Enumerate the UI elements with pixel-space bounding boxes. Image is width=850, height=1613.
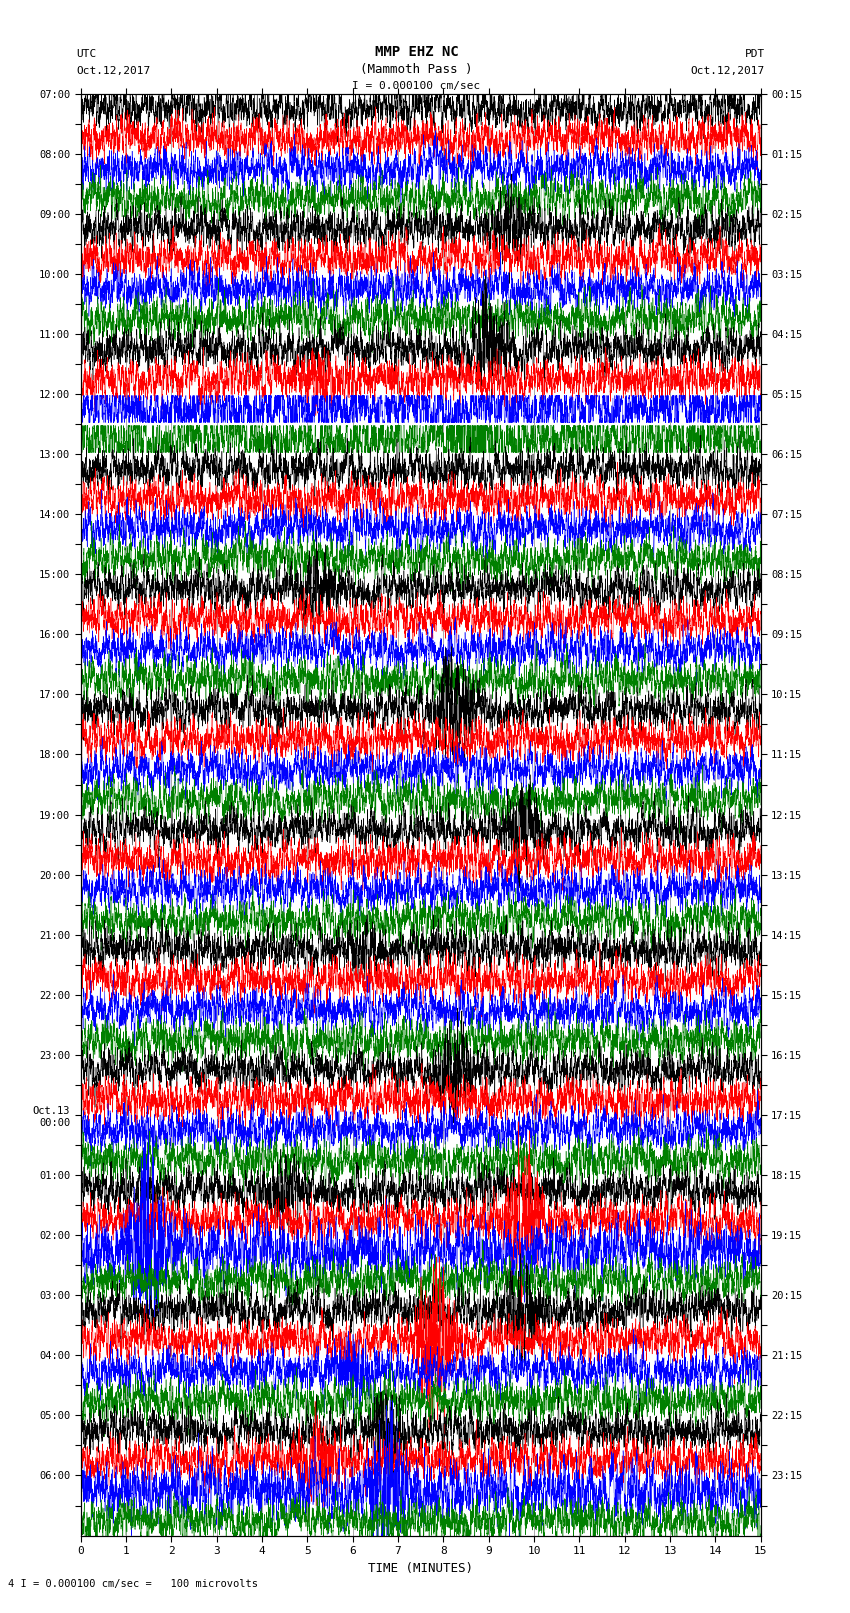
- Text: Oct.12,2017: Oct.12,2017: [76, 66, 150, 76]
- Text: UTC: UTC: [76, 48, 97, 58]
- Text: I = 0.000100 cm/sec: I = 0.000100 cm/sec: [353, 81, 480, 90]
- Text: (Mammoth Pass ): (Mammoth Pass ): [360, 63, 473, 76]
- X-axis label: TIME (MINUTES): TIME (MINUTES): [368, 1561, 473, 1574]
- Text: Oct.12,2017: Oct.12,2017: [691, 66, 765, 76]
- Text: MMP EHZ NC: MMP EHZ NC: [375, 45, 458, 58]
- Text: PDT: PDT: [745, 48, 765, 58]
- Text: 4 I = 0.000100 cm/sec =   100 microvolts: 4 I = 0.000100 cm/sec = 100 microvolts: [8, 1579, 258, 1589]
